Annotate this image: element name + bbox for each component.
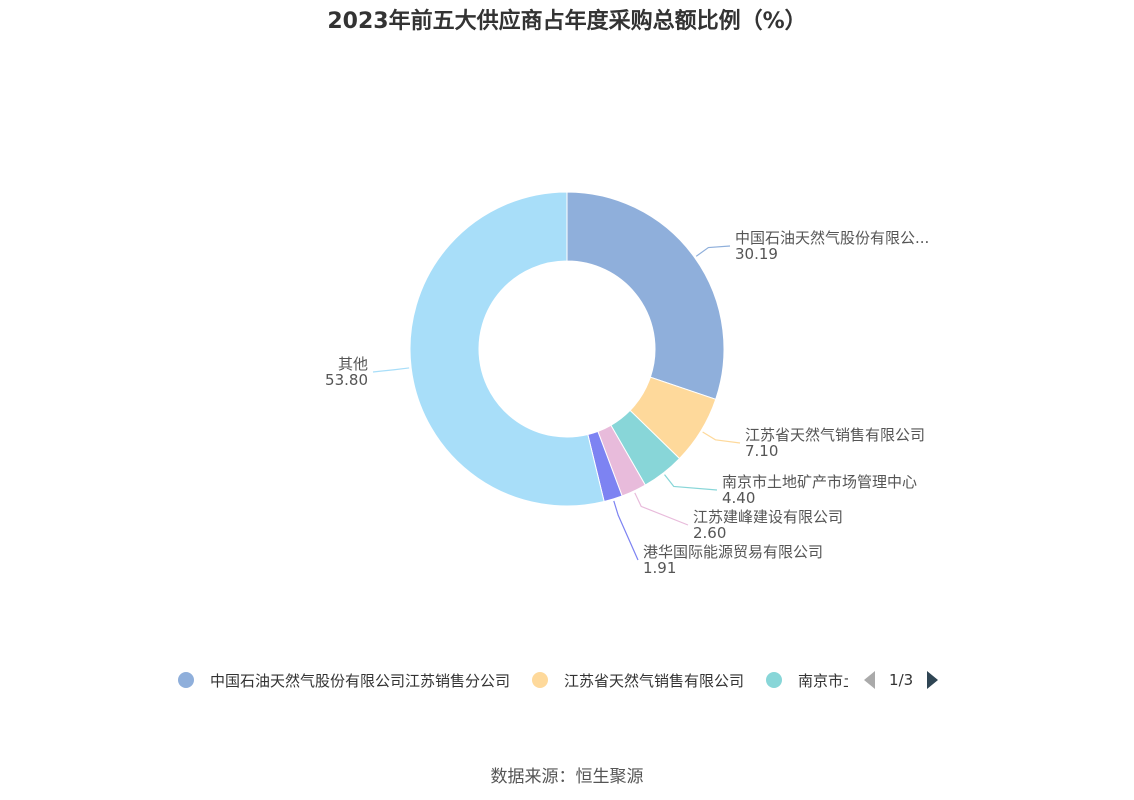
slice-label-4: 港华国际能源贸易有限公司 [643,543,823,561]
legend: 中国石油天然气股份有限公司江苏销售分公司 江苏省天然气销售有限公司 南京市土地矿… [178,667,939,693]
legend-item-0[interactable]: 中国石油天然气股份有限公司江苏销售分公司 [178,670,510,691]
legend-item-2[interactable]: 南京市土地矿产市场管理中心 [766,670,848,691]
leader-line-4 [613,500,639,561]
slice-label-2: 南京市土地矿产市场管理中心 [722,473,917,491]
slice-value-4: 1.91 [643,559,676,577]
legend-marker-0 [178,672,194,688]
leader-line-5 [372,367,410,373]
slice-label-5: 其他 [338,355,368,373]
leader-line-1 [702,431,741,444]
leader-line-0 [695,245,731,257]
legend-label-0: 中国石油天然气股份有限公司江苏销售分公司 [210,671,511,690]
slice-5[interactable] [409,191,605,507]
slice-0[interactable] [566,191,725,400]
slice-value-1: 7.10 [745,442,778,460]
legend-label-1: 江苏省天然气销售有限公司 [564,671,745,690]
slice-label-3: 江苏建峰建设有限公司 [693,508,843,526]
legend-marker-1 [532,672,549,688]
legend-label-2: 南京市土地矿产市场管理中心 [798,671,848,690]
slice-label-0: 中国石油天然气股份有限公... [735,229,929,247]
leader-line-3 [634,492,689,526]
slice-label-1: 江苏省天然气销售有限公司 [745,426,925,444]
data-source: 数据来源：恒生聚源 [490,767,644,787]
leader-line-2 [664,474,718,491]
slice-value-0: 30.19 [735,245,778,263]
legend-marker-2 [766,672,783,688]
next-page-icon[interactable] [927,671,939,689]
legend-page-number: 1/3 [889,671,914,689]
legend-item-1[interactable]: 江苏省天然气销售有限公司 [532,670,744,691]
slice-value-3: 2.60 [693,524,726,542]
prev-page-icon[interactable] [864,671,876,689]
slice-value-2: 4.40 [722,489,755,507]
chart-title: 2023年前五大供应商占年度采购总额比例（%） [327,9,807,34]
slice-value-5: 53.80 [325,371,368,389]
legend-pager: 1/3 [864,671,939,689]
